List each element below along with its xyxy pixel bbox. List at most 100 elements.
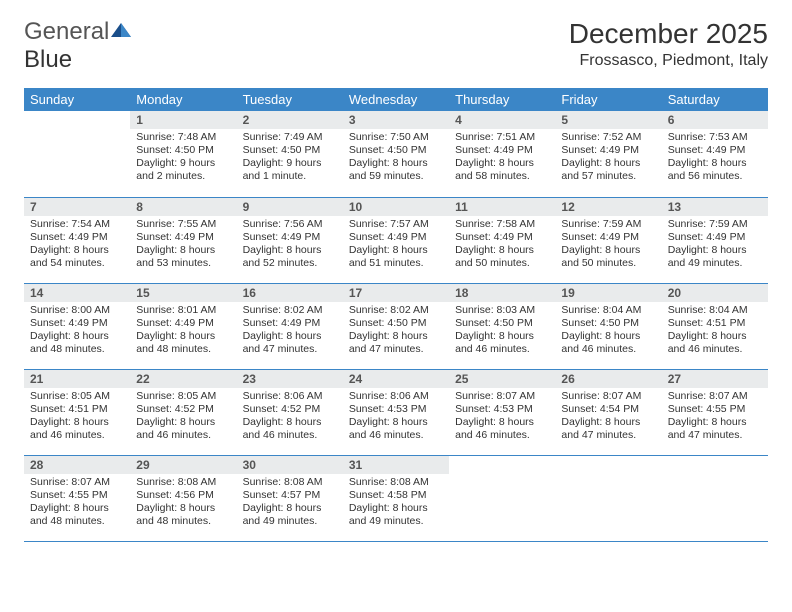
calendar-day-cell: 20Sunrise: 8:04 AMSunset: 4:51 PMDayligh…: [662, 283, 768, 369]
daylight-text: Daylight: 8 hours and 51 minutes.: [349, 244, 443, 270]
calendar-day-cell: 14Sunrise: 8:00 AMSunset: 4:49 PMDayligh…: [24, 283, 130, 369]
sunrise-text: Sunrise: 7:55 AM: [136, 218, 230, 231]
weekday-header: Sunday: [24, 88, 130, 111]
day-number: 26: [555, 370, 661, 388]
calendar-day-cell: 4Sunrise: 7:51 AMSunset: 4:49 PMDaylight…: [449, 111, 555, 197]
day-number: 31: [343, 456, 449, 474]
sunrise-text: Sunrise: 8:04 AM: [561, 304, 655, 317]
day-number: 9: [237, 198, 343, 216]
calendar-day-cell: 8Sunrise: 7:55 AMSunset: 4:49 PMDaylight…: [130, 197, 236, 283]
day-number: 20: [662, 284, 768, 302]
weekday-header: Saturday: [662, 88, 768, 111]
sunset-text: Sunset: 4:50 PM: [136, 144, 230, 157]
calendar-day-cell: 21Sunrise: 8:05 AMSunset: 4:51 PMDayligh…: [24, 369, 130, 455]
sunset-text: Sunset: 4:49 PM: [243, 231, 337, 244]
daylight-text: Daylight: 8 hours and 46 minutes.: [561, 330, 655, 356]
daylight-text: Daylight: 8 hours and 50 minutes.: [561, 244, 655, 270]
calendar-day-cell: 13Sunrise: 7:59 AMSunset: 4:49 PMDayligh…: [662, 197, 768, 283]
calendar-day-cell: 3Sunrise: 7:50 AMSunset: 4:50 PMDaylight…: [343, 111, 449, 197]
day-data: Sunrise: 8:06 AMSunset: 4:53 PMDaylight:…: [343, 388, 449, 447]
calendar-day-cell: 11Sunrise: 7:58 AMSunset: 4:49 PMDayligh…: [449, 197, 555, 283]
daylight-text: Daylight: 8 hours and 53 minutes.: [136, 244, 230, 270]
sunrise-text: Sunrise: 8:05 AM: [136, 390, 230, 403]
calendar-day-cell: 9Sunrise: 7:56 AMSunset: 4:49 PMDaylight…: [237, 197, 343, 283]
day-data: Sunrise: 8:08 AMSunset: 4:58 PMDaylight:…: [343, 474, 449, 533]
sunrise-text: Sunrise: 7:50 AM: [349, 131, 443, 144]
sunset-text: Sunset: 4:50 PM: [455, 317, 549, 330]
calendar-day-cell: 10Sunrise: 7:57 AMSunset: 4:49 PMDayligh…: [343, 197, 449, 283]
day-data: Sunrise: 7:59 AMSunset: 4:49 PMDaylight:…: [555, 216, 661, 275]
day-number: 6: [662, 111, 768, 129]
day-data: Sunrise: 7:58 AMSunset: 4:49 PMDaylight:…: [449, 216, 555, 275]
sunset-text: Sunset: 4:49 PM: [136, 231, 230, 244]
sunrise-text: Sunrise: 8:00 AM: [30, 304, 124, 317]
day-data: Sunrise: 7:57 AMSunset: 4:49 PMDaylight:…: [343, 216, 449, 275]
logo-text: General Blue: [24, 18, 133, 74]
calendar-day-cell: 16Sunrise: 8:02 AMSunset: 4:49 PMDayligh…: [237, 283, 343, 369]
day-data: Sunrise: 7:53 AMSunset: 4:49 PMDaylight:…: [662, 129, 768, 188]
sunrise-text: Sunrise: 7:54 AM: [30, 218, 124, 231]
day-number: 19: [555, 284, 661, 302]
day-number: 2: [237, 111, 343, 129]
daylight-text: Daylight: 8 hours and 52 minutes.: [243, 244, 337, 270]
sunset-text: Sunset: 4:51 PM: [30, 403, 124, 416]
daylight-text: Daylight: 9 hours and 1 minute.: [243, 157, 337, 183]
sunrise-text: Sunrise: 8:05 AM: [30, 390, 124, 403]
day-number: 24: [343, 370, 449, 388]
daylight-text: Daylight: 8 hours and 49 minutes.: [243, 502, 337, 528]
day-data: Sunrise: 7:55 AMSunset: 4:49 PMDaylight:…: [130, 216, 236, 275]
day-number: 23: [237, 370, 343, 388]
daylight-text: Daylight: 8 hours and 48 minutes.: [136, 502, 230, 528]
day-data: Sunrise: 8:04 AMSunset: 4:51 PMDaylight:…: [662, 302, 768, 361]
calendar-day-cell: 30Sunrise: 8:08 AMSunset: 4:57 PMDayligh…: [237, 455, 343, 541]
day-number: 29: [130, 456, 236, 474]
day-data: Sunrise: 8:05 AMSunset: 4:51 PMDaylight:…: [24, 388, 130, 447]
daylight-text: Daylight: 8 hours and 46 minutes.: [668, 330, 762, 356]
daylight-text: Daylight: 8 hours and 48 minutes.: [136, 330, 230, 356]
logo-sail-icon: [109, 18, 133, 36]
weekday-header: Monday: [130, 88, 236, 111]
calendar-day-cell: 31Sunrise: 8:08 AMSunset: 4:58 PMDayligh…: [343, 455, 449, 541]
title-block: December 2025 Frossasco, Piedmont, Italy: [569, 18, 768, 70]
calendar-week-row: 7Sunrise: 7:54 AMSunset: 4:49 PMDaylight…: [24, 197, 768, 283]
sunrise-text: Sunrise: 8:06 AM: [243, 390, 337, 403]
day-data: Sunrise: 8:04 AMSunset: 4:50 PMDaylight:…: [555, 302, 661, 361]
day-data: Sunrise: 8:07 AMSunset: 4:55 PMDaylight:…: [24, 474, 130, 533]
daylight-text: Daylight: 8 hours and 47 minutes.: [561, 416, 655, 442]
daylight-text: Daylight: 8 hours and 47 minutes.: [349, 330, 443, 356]
day-data: Sunrise: 7:48 AMSunset: 4:50 PMDaylight:…: [130, 129, 236, 188]
weekday-header: Wednesday: [343, 88, 449, 111]
daylight-text: Daylight: 8 hours and 56 minutes.: [668, 157, 762, 183]
sunrise-text: Sunrise: 7:59 AM: [561, 218, 655, 231]
day-data: Sunrise: 8:03 AMSunset: 4:50 PMDaylight:…: [449, 302, 555, 361]
day-data: Sunrise: 8:02 AMSunset: 4:50 PMDaylight:…: [343, 302, 449, 361]
calendar-day-cell: 2Sunrise: 7:49 AMSunset: 4:50 PMDaylight…: [237, 111, 343, 197]
sunrise-text: Sunrise: 8:06 AM: [349, 390, 443, 403]
daylight-text: Daylight: 8 hours and 47 minutes.: [243, 330, 337, 356]
day-number: 14: [24, 284, 130, 302]
day-number: 8: [130, 198, 236, 216]
sunset-text: Sunset: 4:53 PM: [455, 403, 549, 416]
sunset-text: Sunset: 4:57 PM: [243, 489, 337, 502]
sunrise-text: Sunrise: 8:07 AM: [668, 390, 762, 403]
sunset-text: Sunset: 4:54 PM: [561, 403, 655, 416]
sunset-text: Sunset: 4:49 PM: [668, 144, 762, 157]
calendar-week-row: 14Sunrise: 8:00 AMSunset: 4:49 PMDayligh…: [24, 283, 768, 369]
sunset-text: Sunset: 4:58 PM: [349, 489, 443, 502]
daylight-text: Daylight: 8 hours and 50 minutes.: [455, 244, 549, 270]
weekday-header: Thursday: [449, 88, 555, 111]
sunset-text: Sunset: 4:55 PM: [30, 489, 124, 502]
sunrise-text: Sunrise: 8:01 AM: [136, 304, 230, 317]
calendar-day-cell: 12Sunrise: 7:59 AMSunset: 4:49 PMDayligh…: [555, 197, 661, 283]
day-number: 15: [130, 284, 236, 302]
sunrise-text: Sunrise: 7:51 AM: [455, 131, 549, 144]
sunset-text: Sunset: 4:49 PM: [668, 231, 762, 244]
sunrise-text: Sunrise: 7:49 AM: [243, 131, 337, 144]
day-data: Sunrise: 8:02 AMSunset: 4:49 PMDaylight:…: [237, 302, 343, 361]
sunset-text: Sunset: 4:51 PM: [668, 317, 762, 330]
daylight-text: Daylight: 8 hours and 47 minutes.: [668, 416, 762, 442]
day-data: Sunrise: 8:08 AMSunset: 4:57 PMDaylight:…: [237, 474, 343, 533]
sunset-text: Sunset: 4:49 PM: [455, 144, 549, 157]
sunrise-text: Sunrise: 8:08 AM: [136, 476, 230, 489]
day-number: 7: [24, 198, 130, 216]
